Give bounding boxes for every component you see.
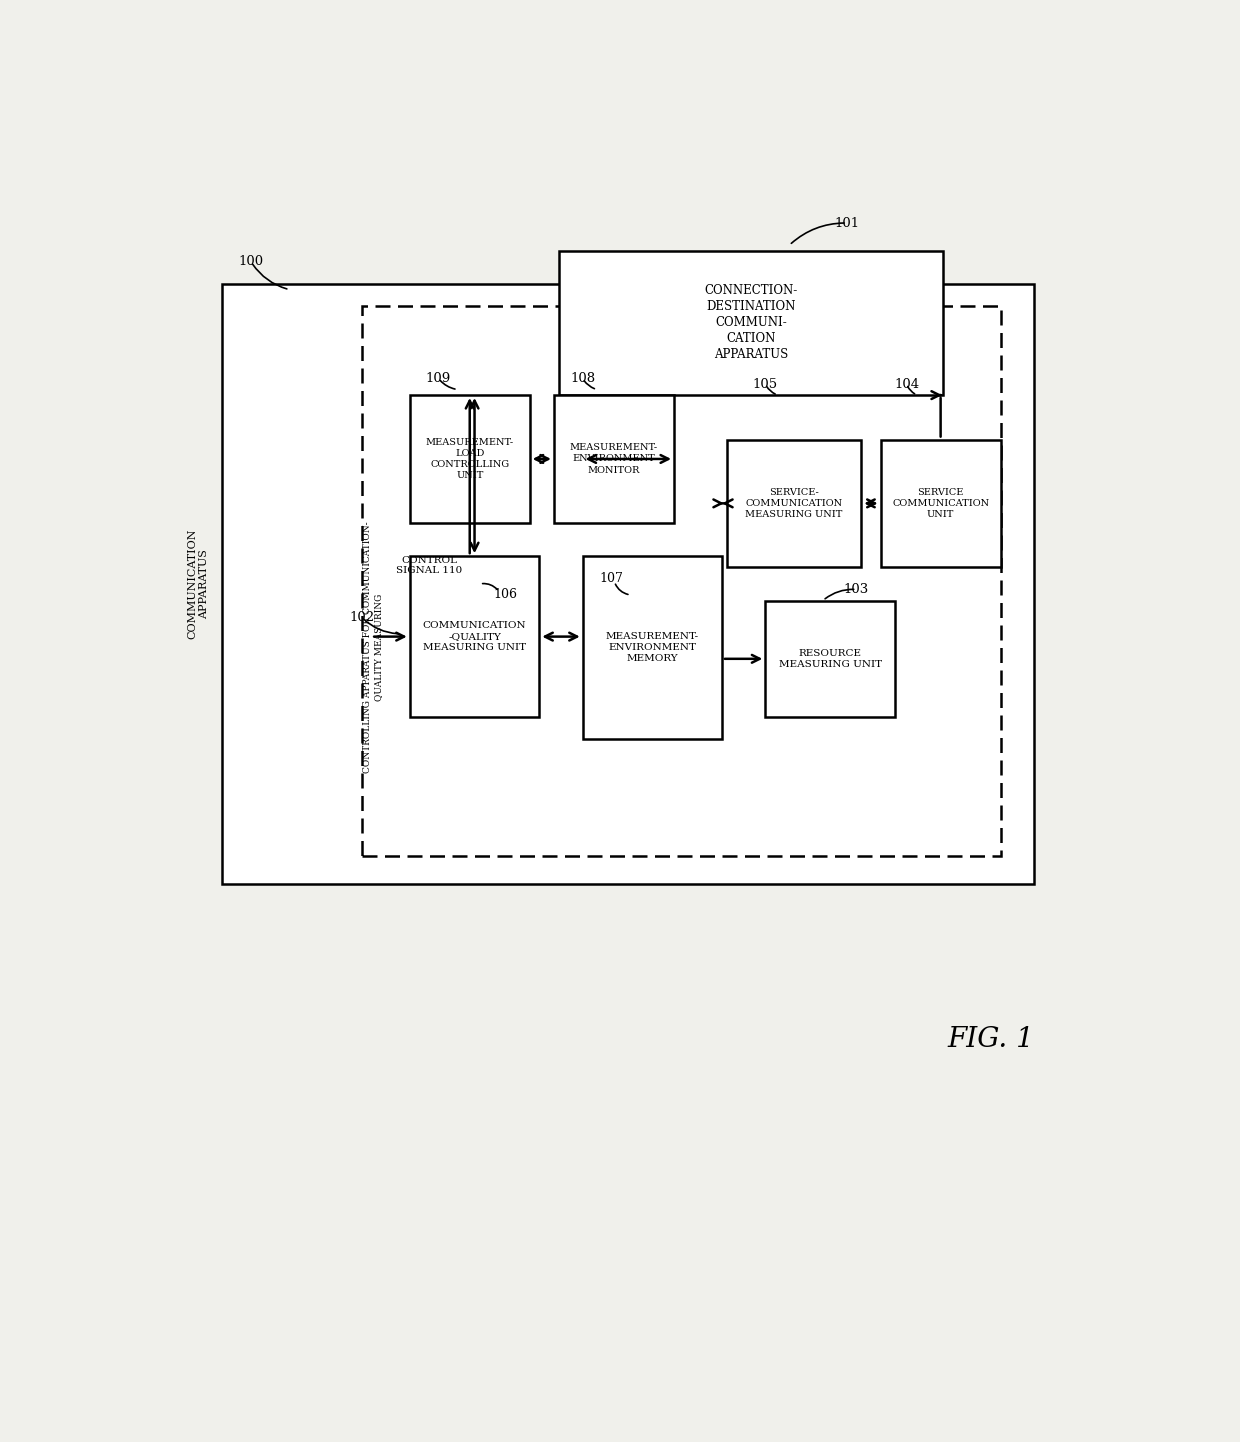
Text: RESOURCE
MEASURING UNIT: RESOURCE MEASURING UNIT — [779, 649, 882, 669]
Text: 108: 108 — [570, 372, 595, 385]
Text: 101: 101 — [835, 216, 859, 229]
FancyBboxPatch shape — [554, 395, 675, 523]
FancyBboxPatch shape — [765, 600, 895, 717]
Text: MEASUREMENT-
ENVIRONMENT
MONITOR: MEASUREMENT- ENVIRONMENT MONITOR — [570, 443, 658, 474]
Text: CONTROL
SIGNAL 110: CONTROL SIGNAL 110 — [396, 557, 463, 575]
Text: 102: 102 — [348, 610, 374, 624]
FancyBboxPatch shape — [727, 440, 862, 567]
Text: MEASUREMENT-
LOAD
CONTROLLING
UNIT: MEASUREMENT- LOAD CONTROLLING UNIT — [425, 438, 513, 480]
Text: MEASUREMENT-
ENVIRONMENT
MEMORY: MEASUREMENT- ENVIRONMENT MEMORY — [606, 632, 699, 663]
FancyBboxPatch shape — [880, 440, 1001, 567]
Text: 106: 106 — [494, 588, 518, 601]
Text: 103: 103 — [844, 583, 869, 596]
Text: CONTROLLING APPARATUS FOR COMMUNICATION-
QUALITY MEASURING: CONTROLLING APPARATUS FOR COMMUNICATION-… — [363, 521, 383, 773]
Text: COMMUNICATION
APPARATUS: COMMUNICATION APPARATUS — [187, 529, 210, 639]
Text: 104: 104 — [894, 378, 919, 391]
Text: 100: 100 — [238, 255, 264, 268]
FancyBboxPatch shape — [222, 284, 1034, 884]
FancyBboxPatch shape — [558, 251, 944, 395]
Text: 107: 107 — [599, 572, 624, 585]
Text: 105: 105 — [753, 378, 777, 391]
Text: SERVICE
COMMUNICATION
UNIT: SERVICE COMMUNICATION UNIT — [892, 487, 990, 519]
Text: COMMUNICATION
-QUALITY
MEASURING UNIT: COMMUNICATION -QUALITY MEASURING UNIT — [423, 622, 526, 652]
FancyBboxPatch shape — [583, 557, 722, 740]
FancyBboxPatch shape — [409, 557, 539, 717]
Text: CONNECTION-
DESTINATION
COMMUNI-
CATION
APPARATUS: CONNECTION- DESTINATION COMMUNI- CATION … — [704, 284, 797, 362]
Text: 109: 109 — [425, 372, 451, 385]
FancyBboxPatch shape — [409, 395, 529, 523]
Text: FIG. 1: FIG. 1 — [947, 1025, 1034, 1053]
Text: SERVICE-
COMMUNICATION
MEASURING UNIT: SERVICE- COMMUNICATION MEASURING UNIT — [745, 487, 843, 519]
